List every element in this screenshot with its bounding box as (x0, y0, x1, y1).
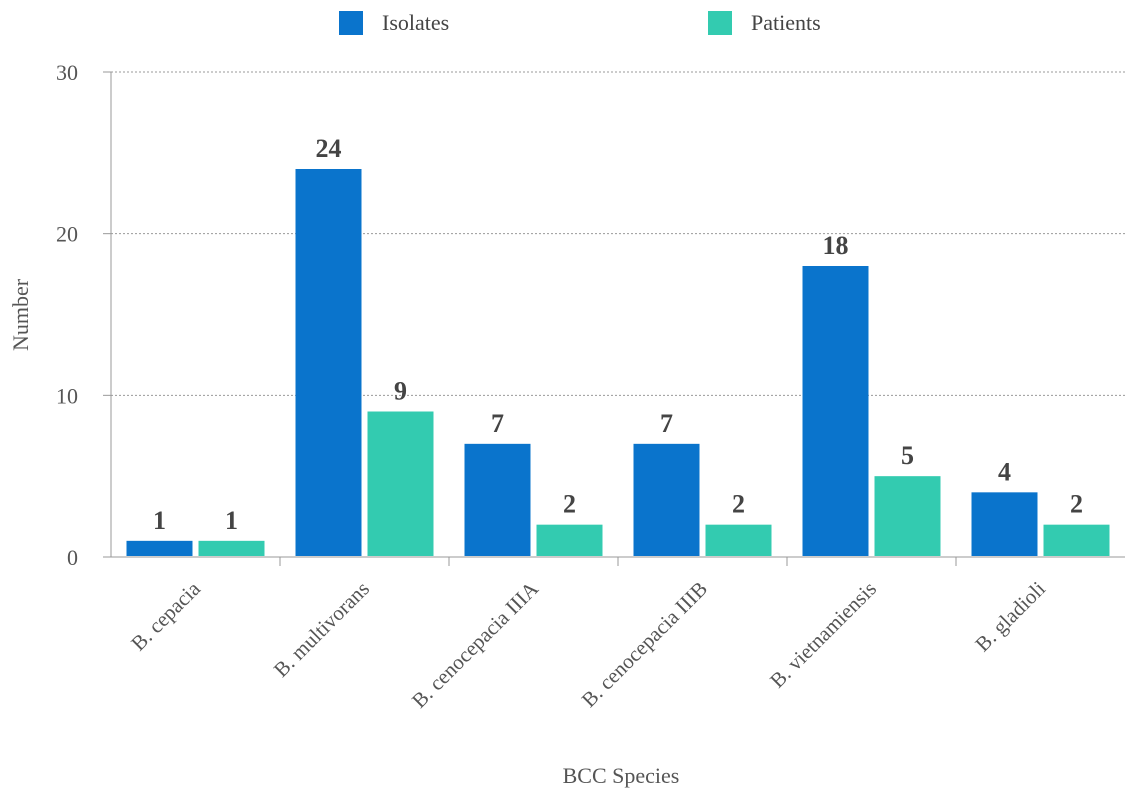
x-tick-label: B. cenocepacia IIIB (577, 577, 712, 712)
data-label: 9 (394, 377, 407, 406)
data-label: 18 (823, 231, 849, 260)
bar-patients-6 (1043, 524, 1110, 556)
data-label: 7 (491, 409, 504, 438)
legend-label-isolates: Isolates (382, 10, 449, 35)
y-tick-label: 10 (56, 383, 78, 408)
y-tick-label: 30 (56, 60, 78, 85)
legend-swatch-patients (708, 11, 732, 35)
data-label: 2 (732, 490, 745, 519)
data-labels: 1 1 24 9 7 2 7 2 18 5 4 2 (153, 134, 1083, 535)
data-label: 24 (316, 134, 342, 163)
bars (126, 169, 1110, 556)
bar-patients-1 (198, 540, 265, 556)
data-label: 1 (153, 506, 166, 535)
data-label: 2 (563, 490, 576, 519)
legend: Isolates Patients (339, 10, 821, 35)
x-tick-label: B. gladioli (970, 576, 1050, 656)
x-tick-label: B. vietnamiensis (765, 577, 881, 693)
bar-patients-5 (874, 476, 941, 556)
grid-lines (111, 71, 1125, 396)
bar-isolates-5 (802, 266, 869, 556)
data-label: 4 (998, 457, 1011, 486)
bar-isolates-1 (126, 540, 193, 556)
data-label: 1 (225, 506, 238, 535)
bar-isolates-4 (633, 443, 700, 556)
data-label: 5 (901, 441, 914, 470)
x-tick-label: B. cepacia (126, 576, 205, 655)
x-tick-label: B. multivorans (269, 577, 374, 682)
legend-label-patients: Patients (751, 10, 821, 35)
y-tick-label: 0 (67, 545, 78, 570)
bar-patients-4 (705, 524, 772, 556)
y-tick-label: 20 (56, 222, 78, 247)
axes: 0 10 20 30 B. cepacia B. multivorans B. cenoce… (56, 60, 1125, 713)
data-label: 7 (660, 409, 673, 438)
data-label: 2 (1070, 490, 1083, 519)
y-axis-title: Number (8, 278, 33, 351)
bar-patients-2 (367, 411, 434, 556)
legend-swatch-isolates (339, 11, 363, 35)
bar-isolates-3 (464, 443, 531, 556)
bar-isolates-2 (295, 169, 362, 556)
bar-patients-3 (536, 524, 603, 556)
x-tick-label: B. cenocepacia IIIA (407, 576, 544, 713)
bar-isolates-6 (971, 492, 1038, 556)
x-axis-title: BCC Species (563, 763, 680, 788)
